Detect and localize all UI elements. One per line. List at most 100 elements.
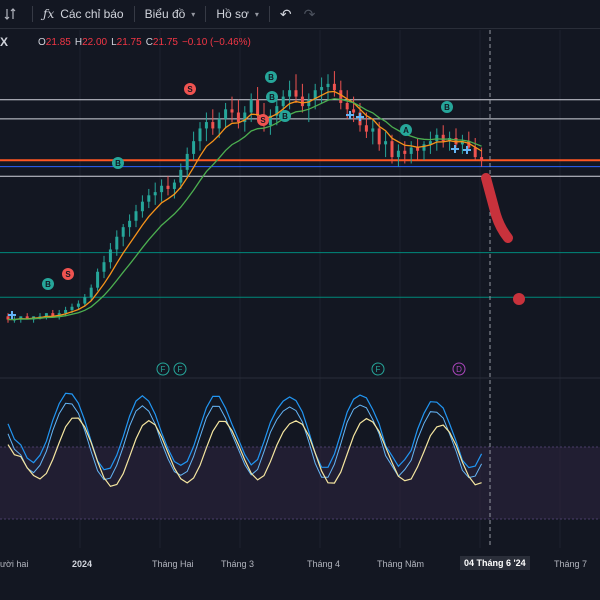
top-toolbar: ƒx Các chỉ báo Biểu đồ ▾ Hồ sơ ▾ ↶ ↷: [0, 0, 600, 29]
candle-body: [108, 249, 112, 263]
candle-body: [396, 150, 400, 158]
financial-event-marker: [173, 362, 187, 376]
compare-arrows-icon[interactable]: [0, 0, 28, 28]
financial-event-marker-label: F: [376, 365, 381, 374]
x-axis-label: Tháng 4: [307, 559, 341, 569]
x-axis-label: Tháng Hai: [152, 559, 194, 569]
undo-icon[interactable]: ↶: [279, 5, 292, 22]
buy-signal-marker: [279, 110, 291, 122]
candle-body: [102, 262, 106, 272]
candle-body: [403, 150, 407, 154]
x-axis-label: Tháng 7: [554, 559, 588, 569]
buy-signal-marker: [441, 101, 453, 113]
close-label: C: [145, 36, 153, 48]
oscillator-signal-line: [7, 417, 482, 487]
candle-body: [294, 90, 298, 97]
candle-body: [300, 96, 304, 107]
candle-body: [115, 236, 119, 250]
indicators-label: Các chỉ báo: [60, 7, 124, 21]
buy-signal-marker: [112, 157, 124, 169]
candle-body: [198, 128, 202, 142]
high-label: H: [74, 36, 83, 48]
redo-icon[interactable]: ↷: [303, 5, 316, 22]
sell-signal-marker-label: S: [65, 270, 71, 279]
sell-signal-marker: [184, 83, 196, 95]
toolbar-separator: [133, 6, 135, 22]
sell-signal-marker: [257, 114, 269, 126]
cross-marker: [8, 311, 16, 319]
candle-body: [384, 141, 388, 145]
cross-marker: [346, 111, 354, 119]
candle-body: [377, 128, 381, 145]
candle-body: [224, 109, 228, 119]
candle-body: [204, 122, 208, 129]
sell-signal-marker: [62, 268, 74, 280]
financial-event-marker-label: F: [161, 365, 166, 374]
candle-body: [140, 201, 144, 212]
candle-body: [422, 144, 426, 151]
candle-body: [467, 141, 471, 148]
candle-body: [172, 182, 176, 189]
candle-body: [211, 122, 215, 129]
candle-body: [153, 192, 157, 196]
low-label: L: [111, 36, 117, 48]
candle-body: [19, 316, 23, 320]
candle-body: [185, 153, 189, 170]
annual-signal-marker: [400, 124, 412, 136]
toolbar-separator: [268, 6, 270, 22]
candle-body: [160, 185, 164, 193]
candle-body: [275, 106, 279, 116]
buy-signal-marker-label: B: [282, 112, 288, 121]
buy-signal-marker: [265, 71, 277, 83]
candle-body: [64, 309, 68, 314]
candle-body: [268, 115, 272, 126]
open-value: 21.85: [45, 36, 71, 48]
candle-body: [371, 128, 375, 132]
high-value: 22.00: [82, 36, 108, 48]
buy-signal-marker-label: B: [45, 280, 51, 289]
candle-body: [473, 147, 477, 158]
x-axis-label: Tháng Năm: [377, 559, 425, 569]
oscillator-band: [0, 447, 600, 519]
dividend-event-marker-label: D: [456, 365, 462, 374]
profile-button[interactable]: Hồ sơ ▾: [210, 0, 265, 28]
buy-signal-marker-label: B: [444, 103, 450, 112]
candle-body: [147, 195, 151, 202]
buy-signal-marker-label: B: [269, 93, 275, 102]
change-value: −0.10 (−0.46%): [181, 36, 251, 48]
forecast-path: [481, 173, 513, 243]
candle-body: [409, 147, 413, 154]
candle-body: [217, 118, 221, 129]
candle-body: [166, 185, 170, 189]
annual-signal-marker-label: A: [403, 126, 409, 135]
x-axis-label: 2024: [72, 559, 93, 569]
candle-body: [44, 313, 48, 317]
indicators-button[interactable]: ƒx Các chỉ báo: [37, 0, 130, 28]
candle-body: [326, 83, 330, 88]
profile-label: Hồ sơ: [216, 7, 249, 21]
x-axis-label: ười hai: [0, 559, 29, 569]
chart-type-button[interactable]: Biểu đồ ▾: [139, 0, 202, 28]
candle-body: [390, 141, 394, 158]
chevron-down-icon: ▾: [254, 9, 259, 19]
candle-body: [288, 90, 292, 97]
forecast-target-dot: [513, 293, 525, 305]
candle-body: [89, 287, 93, 298]
open-label: O: [38, 36, 46, 48]
candle-body: [249, 99, 253, 113]
close-icon[interactable]: X: [0, 35, 9, 49]
buy-signal-marker-label: B: [268, 73, 274, 82]
candle-body: [339, 90, 343, 103]
candle-body: [428, 141, 432, 145]
ohlc-legend: X O 21.85 H 22.00 L 21.75 C 21.75 −0.10 (−0.…: [0, 34, 251, 50]
candle-body: [345, 102, 349, 110]
candle-body: [70, 306, 74, 310]
chevron-down-icon: ▾: [191, 9, 196, 19]
candle-body: [38, 316, 42, 318]
candle-body: [460, 141, 464, 145]
candle-body: [179, 169, 183, 183]
candle-body: [480, 157, 484, 161]
candle-body: [281, 96, 285, 107]
indicators-icon: ƒx: [43, 7, 55, 21]
